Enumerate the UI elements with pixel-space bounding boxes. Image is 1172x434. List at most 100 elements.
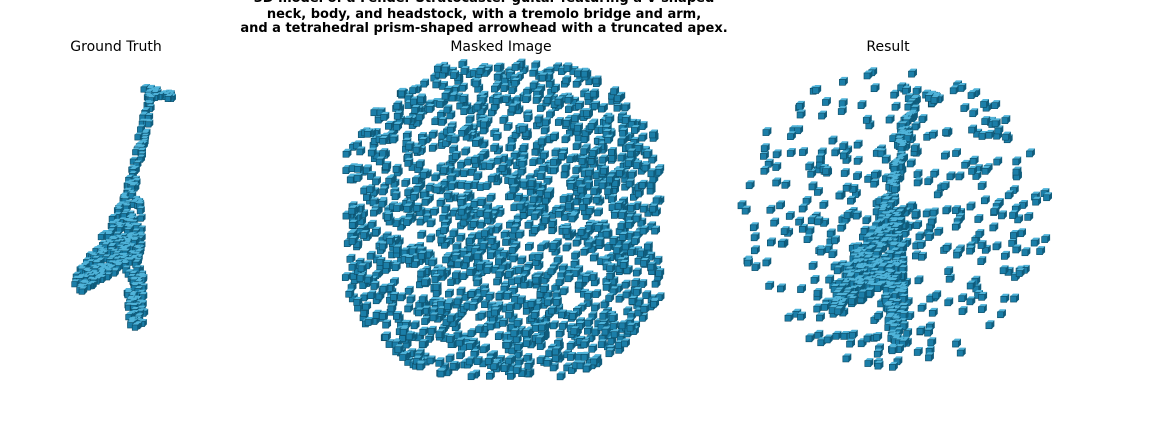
voxel — [499, 317, 509, 327]
voxel — [610, 86, 620, 96]
voxel — [342, 148, 352, 158]
voxel — [564, 94, 574, 104]
voxel — [375, 156, 385, 166]
voxel — [1002, 131, 1011, 141]
voxel — [949, 85, 959, 95]
voxel — [591, 302, 600, 312]
voxel — [495, 256, 504, 266]
voxel — [605, 348, 615, 358]
voxel — [618, 320, 628, 330]
voxel — [863, 70, 873, 80]
voxel — [956, 347, 966, 357]
voxel — [441, 64, 451, 74]
voxel — [372, 176, 381, 186]
voxel — [913, 220, 923, 229]
voxel — [580, 351, 590, 361]
voxel — [164, 93, 173, 102]
voxel — [592, 289, 602, 298]
voxel — [479, 344, 489, 354]
voxel — [786, 148, 796, 157]
voxel — [952, 338, 961, 348]
voxel — [465, 356, 475, 366]
voxel — [442, 254, 451, 264]
voxel — [550, 165, 559, 175]
voxel — [639, 225, 649, 235]
voxel — [348, 261, 358, 271]
voxel — [485, 161, 495, 170]
voxel — [364, 317, 374, 326]
voxel — [797, 284, 806, 293]
voxel — [412, 175, 421, 185]
voxel — [997, 309, 1006, 319]
voxel — [353, 172, 363, 182]
voxel — [438, 116, 448, 126]
voxel — [515, 265, 524, 274]
voxel — [530, 224, 540, 234]
voxel — [379, 310, 388, 320]
voxel — [436, 197, 446, 207]
voxel — [568, 213, 578, 223]
voxel — [437, 368, 447, 378]
voxel — [433, 184, 443, 194]
voxel — [745, 180, 755, 190]
voxel — [978, 291, 988, 301]
voxel — [493, 71, 503, 81]
voxel — [932, 290, 942, 300]
voxel — [458, 127, 467, 137]
voxel — [558, 309, 567, 319]
voxel — [459, 93, 469, 103]
voxel — [927, 216, 937, 226]
voxel — [591, 100, 601, 110]
voxel — [546, 109, 555, 119]
voxel — [908, 68, 917, 78]
voxel — [447, 173, 457, 183]
voxel — [813, 288, 823, 297]
voxel — [122, 203, 131, 212]
voxel — [592, 194, 602, 204]
voxel — [1041, 234, 1051, 243]
voxel — [543, 357, 553, 367]
voxel — [572, 78, 582, 88]
voxel — [561, 134, 571, 144]
voxel — [391, 191, 401, 201]
voxel — [492, 95, 502, 105]
voxel — [930, 168, 940, 178]
voxel — [655, 268, 665, 277]
voxel — [406, 294, 416, 304]
voxel — [405, 254, 414, 264]
voxel — [853, 155, 863, 165]
voxel — [379, 283, 389, 293]
voxel — [554, 96, 564, 106]
voxel — [777, 238, 787, 248]
voxel — [389, 134, 399, 144]
voxel — [828, 249, 838, 259]
voxel — [363, 128, 373, 138]
voxel — [805, 333, 815, 343]
voxel — [817, 246, 827, 256]
voxel — [404, 157, 414, 167]
voxel — [532, 274, 542, 284]
voxel — [814, 216, 824, 226]
voxel — [383, 212, 393, 221]
voxel — [483, 265, 493, 274]
voxel — [839, 141, 849, 151]
voxel — [366, 250, 376, 260]
voxel — [925, 352, 934, 362]
voxel — [493, 155, 503, 165]
voxel — [911, 121, 921, 131]
voxel — [385, 175, 395, 185]
voxel — [625, 178, 635, 188]
voxel — [912, 85, 922, 95]
voxel — [915, 231, 925, 241]
voxel — [871, 169, 880, 179]
voxel — [518, 158, 528, 168]
voxel — [415, 159, 425, 169]
voxel — [506, 302, 516, 311]
voxel — [561, 163, 571, 172]
voxel — [393, 203, 403, 212]
voxel — [785, 210, 795, 220]
voxel — [479, 241, 489, 250]
voxel — [495, 269, 505, 279]
voxel — [505, 309, 515, 319]
voxel — [410, 191, 420, 201]
